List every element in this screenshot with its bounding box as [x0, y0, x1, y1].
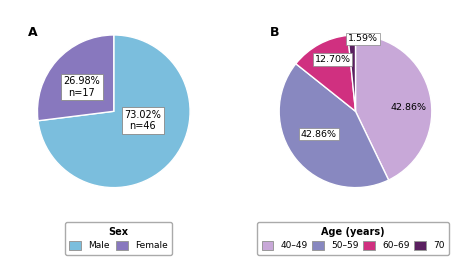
Wedge shape: [296, 35, 356, 111]
Wedge shape: [37, 35, 114, 121]
Text: 73.02%
n=46: 73.02% n=46: [124, 110, 161, 131]
Text: 1.59%: 1.59%: [348, 34, 378, 43]
Text: 42.86%: 42.86%: [301, 130, 337, 139]
Text: 42.86%: 42.86%: [391, 103, 427, 112]
Wedge shape: [348, 35, 356, 111]
Wedge shape: [356, 35, 432, 180]
Text: 12.70%: 12.70%: [315, 55, 351, 64]
Text: 26.98%
n=17: 26.98% n=17: [64, 76, 100, 98]
Wedge shape: [38, 35, 190, 188]
Text: A: A: [28, 26, 38, 39]
Legend: 40–49, 50–59, 60–69, 70: 40–49, 50–59, 60–69, 70: [257, 222, 449, 255]
Wedge shape: [279, 64, 389, 188]
Text: B: B: [270, 26, 280, 39]
Legend: Male, Female: Male, Female: [65, 222, 172, 255]
